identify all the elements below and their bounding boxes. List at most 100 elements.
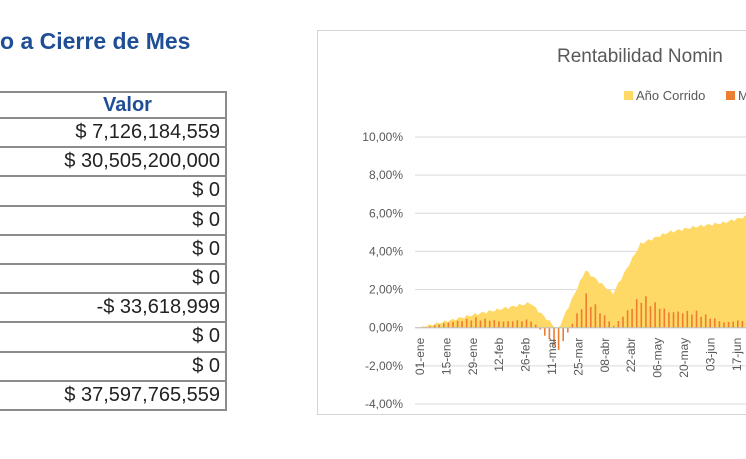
series-m-bar	[576, 313, 578, 328]
series-m-bar	[525, 319, 528, 328]
series-m-bar	[438, 324, 440, 328]
chart-legend: Año Corrido M	[624, 88, 746, 103]
x-tick-label: 06-may	[651, 338, 665, 378]
series-m-bar	[691, 314, 693, 328]
x-tick-label: 12-feb	[492, 337, 506, 371]
series-ano-corrido-area	[420, 215, 746, 329]
series-m-bar	[741, 321, 744, 328]
series-m-bar	[631, 308, 633, 328]
series-m-bar	[521, 321, 523, 328]
series-m-bar	[654, 302, 656, 328]
series-m-bar	[544, 327, 546, 336]
table-row: $ 0	[0, 177, 227, 207]
series-m-bar	[626, 310, 629, 328]
series-m-bar	[539, 327, 542, 330]
series-m-bar	[714, 318, 716, 328]
x-tick-label: 03-jun	[703, 338, 717, 371]
series-m-bar	[677, 311, 679, 328]
series-m-bar	[649, 306, 652, 328]
series-m-bar	[603, 315, 606, 328]
series-m-bar	[511, 321, 514, 328]
series-m-bar	[530, 321, 532, 328]
series-m-bar	[672, 312, 675, 328]
table-row: $ 0	[0, 264, 227, 295]
series-m-bar	[599, 313, 601, 328]
y-axis-ticks: 10,00% 8,00% 6,00% 4,00% 2,00% 0,00% -2,00% -4,…	[362, 130, 403, 411]
series-m-bar	[534, 324, 537, 328]
column-header-label: Valor	[103, 93, 152, 116]
series-m-bar	[663, 308, 666, 328]
values-table: Valor $ 7,126,184,559 $ 30,505,200,000 $…	[0, 91, 227, 411]
y-tick-label: 0,00%	[369, 321, 403, 335]
series-m-bar	[718, 321, 721, 328]
x-axis-ticks: 01-ene 15-ene 29-ene 12-feb 26-feb 11-mar 25-m…	[413, 337, 744, 377]
table-row: -$ 33,618,999	[0, 294, 227, 324]
series-m-bar	[447, 322, 450, 328]
series-m-bar	[709, 318, 711, 328]
x-tick-label: 15-ene	[439, 337, 453, 375]
series-m-bar	[585, 293, 587, 328]
table-row: $ 7,126,184,559	[0, 119, 227, 149]
series-m-bar	[443, 323, 445, 328]
series-m-bar	[700, 316, 702, 328]
table-row: $ 37,597,765,559	[0, 381, 227, 411]
series-m-bar	[470, 320, 473, 328]
series-m-bar	[622, 316, 624, 328]
table-row: $ 0	[0, 323, 227, 353]
x-tick-label: 11-mar	[545, 338, 559, 375]
series-m-bar	[562, 327, 564, 342]
series-m-bar	[516, 320, 519, 328]
page-title: o a Cierre de Mes	[0, 28, 191, 54]
series-m-bar	[727, 321, 730, 328]
y-tick-label: 8,00%	[369, 168, 403, 182]
y-tick-label: 6,00%	[369, 206, 403, 220]
table-row: $ 30,505,200,000	[0, 148, 227, 178]
series-m-bar	[668, 312, 670, 328]
series-m-bar	[737, 320, 739, 328]
rentabilidad-chart: Rentabilidad Nomin Año Corrido M 10,00% 8…	[362, 46, 746, 411]
series-m-bar	[557, 327, 560, 350]
series-m-bar	[658, 308, 661, 328]
y-tick-label: 2,00%	[369, 283, 403, 297]
chart-frame	[317, 30, 746, 415]
series-m-bar	[571, 323, 574, 328]
y-tick-label: 4,00%	[369, 244, 403, 258]
x-tick-label: 26-feb	[519, 337, 533, 371]
series-m-bar	[645, 296, 647, 328]
x-tick-label: 22-abr	[624, 338, 638, 373]
series-m-bar	[429, 326, 431, 328]
legend-swatch-ano-corrido	[624, 91, 633, 100]
table-row: $ 0	[0, 206, 227, 236]
series-m-bar	[640, 302, 643, 328]
series-m-bar	[493, 320, 496, 328]
series-m-bar	[732, 321, 734, 328]
series-m-bar	[686, 310, 689, 328]
x-tick-label: 25-mar	[571, 338, 585, 376]
series-m-bar	[452, 321, 454, 328]
series-m-bar	[617, 321, 620, 328]
series-m-bar	[635, 299, 638, 328]
column-header-valor: Valor	[0, 91, 227, 119]
plot-area	[415, 215, 746, 350]
series-m-bar	[488, 320, 491, 328]
series-m-bar	[580, 309, 583, 328]
series-m-bar	[613, 325, 615, 328]
table-row: $ 0	[0, 352, 227, 382]
x-tick-label: 17-jun	[730, 338, 744, 371]
series-m-bar	[723, 322, 725, 328]
series-m-bar	[461, 321, 463, 328]
x-tick-label: 01-ene	[413, 337, 427, 375]
series-m-bar	[465, 318, 468, 328]
x-tick-label: 29-ene	[466, 337, 480, 375]
series-m-bar	[567, 327, 569, 333]
series-m-bar	[475, 317, 477, 328]
legend-label-m: M	[738, 88, 746, 103]
table-row: $ 0	[0, 235, 227, 265]
chart-title: Rentabilidad Nomin	[557, 46, 723, 67]
series-m-bar	[590, 306, 592, 328]
legend-swatch-m	[726, 91, 735, 100]
series-m-bar	[553, 327, 555, 346]
y-tick-label: -4,00%	[365, 397, 403, 411]
series-m-bar	[507, 321, 509, 328]
series-m-bar	[608, 321, 610, 328]
